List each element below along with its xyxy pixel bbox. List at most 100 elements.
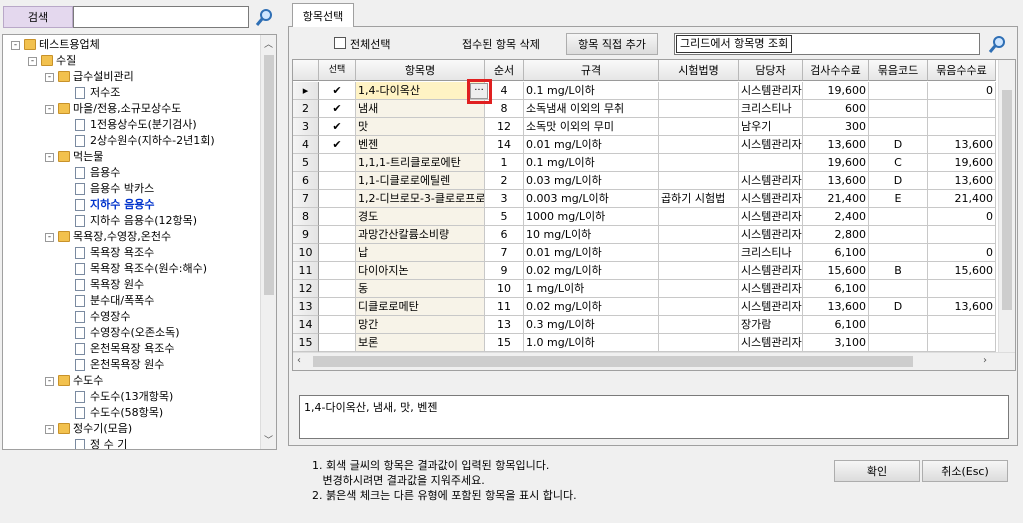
cell-select-check[interactable] [319,334,356,352]
cell-fee[interactable]: 13,600 [803,298,869,316]
cell-bundle-code[interactable]: E [869,190,928,208]
cell-bundle-code[interactable] [869,118,928,136]
tree-node[interactable]: - 테스트용업체 [3,37,261,53]
cell-bundle-code[interactable]: D [869,172,928,190]
ok-button[interactable]: 확인 [834,460,920,482]
cell-bundle-code[interactable]: B [869,262,928,280]
cell-spec[interactable]: 0.03 mg/L이하 [524,172,659,190]
cell-bundle-code[interactable] [869,226,928,244]
grid-vertical-scrollbar[interactable] [998,60,1015,352]
cell-fee[interactable]: 6,100 [803,316,869,334]
tree-node[interactable]: - 급수설비관리 [3,69,261,85]
cell-item-name[interactable]: 다이아지논 [356,262,485,280]
tree-search-input[interactable] [73,6,249,28]
tree-node[interactable]: 온천목욕장 욕조수 [3,341,261,357]
tab-item-select[interactable]: 항목선택 [292,3,354,27]
cell-item-name[interactable]: 경도 [356,208,485,226]
cell-bundle-code[interactable]: C [869,154,928,172]
cell-spec[interactable]: 10 mg/L이하 [524,226,659,244]
cell-method[interactable] [659,334,739,352]
cell-manager[interactable]: 남우기 [739,118,803,136]
cell-fee[interactable]: 13,600 [803,136,869,154]
cell-order[interactable]: 8 [485,100,524,118]
tree-node[interactable]: 수영장수 [3,309,261,325]
cell-manager[interactable]: 크리스티나 [739,244,803,262]
scroll-left-icon[interactable]: ‹ [297,355,301,366]
cell-item-name[interactable]: 동 [356,280,485,298]
cell-bundle-code[interactable]: D [869,298,928,316]
cell-method[interactable] [659,298,739,316]
cell-item-name[interactable]: 1,1,1-트리클로로에탄 [356,154,485,172]
cell-select-check[interactable] [319,244,356,262]
cell-method[interactable] [659,136,739,154]
cell-bundle-fee[interactable]: 15,600 [928,262,996,280]
cell-select-check[interactable]: ✔ [319,136,356,154]
collapse-toggle-icon[interactable]: - [45,425,54,434]
cell-fee[interactable]: 600 [803,100,869,118]
tree-node[interactable]: - 먹는물 [3,149,261,165]
collapse-toggle-icon[interactable]: - [45,153,54,162]
tree-node[interactable]: 목욕장 원수 [3,277,261,293]
cell-bundle-code[interactable]: D [869,136,928,154]
cell-select-check[interactable] [319,154,356,172]
ellipsis-button[interactable]: ··· [470,83,488,99]
cell-order[interactable]: 14 [485,136,524,154]
cell-fee[interactable]: 3,100 [803,334,869,352]
cell-spec[interactable]: 0.3 mg/L이하 [524,316,659,334]
cell-method[interactable] [659,226,739,244]
cell-manager[interactable]: 시스템관리자 [739,190,803,208]
tree-scrollbar[interactable]: ︿ ﹀ [260,35,276,449]
tree-node[interactable]: 지하수 음용수(12항목) [3,213,261,229]
cell-manager[interactable]: 시스템관리자 [739,226,803,244]
cell-method[interactable] [659,262,739,280]
cell-bundle-fee[interactable]: 21,400 [928,190,996,208]
tree-node[interactable]: - 정수기(모음) [3,421,261,437]
tree-node[interactable]: 저수조 [3,85,261,101]
cell-order[interactable]: 13 [485,316,524,334]
cell-select-check[interactable] [319,280,356,298]
cell-select-check[interactable] [319,172,356,190]
tree-node[interactable]: 수도수(58항목) [3,405,261,421]
cell-item-name[interactable]: 과망간산칼륨소비량 [356,226,485,244]
collapse-toggle-icon[interactable]: - [45,105,54,114]
cell-order[interactable]: 4 [485,82,524,100]
cell-item-name[interactable]: 망간 [356,316,485,334]
cell-method[interactable] [659,100,739,118]
collapse-toggle-icon[interactable]: - [28,57,37,66]
cell-item-name[interactable]: 1,4-다이옥산 [356,82,485,100]
cell-fee[interactable]: 21,400 [803,190,869,208]
cell-select-check[interactable] [319,226,356,244]
cell-bundle-fee[interactable]: 19,600 [928,154,996,172]
column-header-item-name[interactable]: 항목명 [356,60,485,81]
grid-hscroll-thumb[interactable] [313,356,913,367]
cell-method[interactable] [659,118,739,136]
cell-method[interactable] [659,82,739,100]
cell-bundle-fee[interactable] [928,280,996,298]
cell-order[interactable]: 10 [485,280,524,298]
column-header-fee[interactable]: 검사수수료 [803,60,869,81]
tree-node[interactable]: 정 수 기 [3,437,261,449]
column-header-row-header[interactable] [293,60,319,81]
tree-node[interactable]: 음용수 [3,165,261,181]
cell-bundle-fee[interactable]: 13,600 [928,136,996,154]
cancel-button[interactable]: 취소(Esc) [922,460,1008,482]
cell-fee[interactable]: 19,600 [803,82,869,100]
cell-manager[interactable]: 시스템관리자 [739,172,803,190]
selected-items-textarea[interactable]: 1,4-다이옥산, 냄새, 맛, 벤젠 [299,395,1009,439]
cell-bundle-code[interactable] [869,208,928,226]
cell-item-name[interactable]: 보론 [356,334,485,352]
cell-bundle-fee[interactable] [928,316,996,334]
cell-bundle-fee[interactable] [928,334,996,352]
cell-select-check[interactable]: ✔ [319,100,356,118]
column-header-spec[interactable]: 규격 [524,60,659,81]
column-header-order[interactable]: 순서 [485,60,524,81]
column-header-method[interactable]: 시험법명 [659,60,739,81]
collapse-toggle-icon[interactable]: - [11,41,20,50]
cell-spec[interactable]: 소독맛 이외의 무미 [524,118,659,136]
cell-fee[interactable]: 300 [803,118,869,136]
cell-manager[interactable]: 시스템관리자 [739,136,803,154]
cell-manager[interactable]: 시스템관리자 [739,262,803,280]
cell-spec[interactable]: 0.1 mg/L이하 [524,82,659,100]
cell-manager[interactable]: 시스템관리자 [739,334,803,352]
scroll-down-icon[interactable]: ﹀ [264,436,274,446]
